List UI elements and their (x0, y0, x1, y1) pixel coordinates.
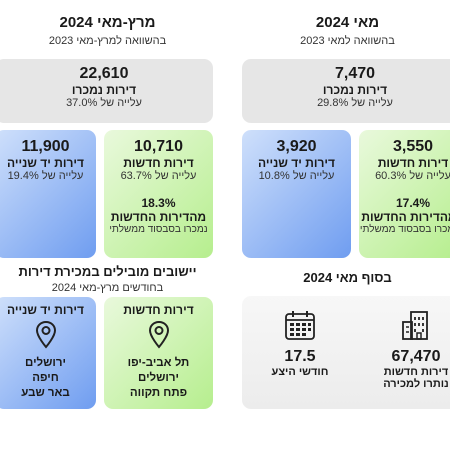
unsold-block: 67,470 דירות חדשות נותרו למכירה (376, 308, 450, 390)
leading-secondhand-card: דירות יד שנייה ירושלים חיפה באר שבע (0, 297, 96, 409)
unsold-label-2: נותרו למכירה (383, 378, 449, 390)
leading-new-city-3: פתח תקווה (129, 387, 188, 399)
leading-secondhand-title: דירות יד שנייה (7, 303, 84, 317)
left-new-card: 10,710 דירות חדשות עלייה של 63.7% 18.3% … (104, 130, 213, 258)
right-total-card: 7,470 דירות נמכרו עלייה של 29.8% (242, 59, 450, 123)
supply-block: 17.5 חודשי היצע (260, 308, 340, 378)
left-new-label: דירות חדשות (123, 156, 194, 170)
leading-new-card: דירות חדשות תל אביב-יפו ירושלים פתח תקוו… (104, 297, 213, 409)
left-new-share-label: מהדירות החדשות (110, 210, 207, 224)
right-new-card: 3,550 דירות חדשות עלייה של 60.3% 17.4% מ… (359, 130, 450, 258)
left-new-share-note: נמכרו בסבסוד ממשלתי (109, 224, 208, 235)
right-secondhand-card: 3,920 דירות יד שנייה עלייה של 10.8% (242, 130, 351, 258)
right-secondhand-change: עלייה של 10.8% (258, 170, 335, 182)
leading-secondhand-city-1: ירושלים (25, 357, 66, 369)
left-secondhand-card: 11,900 דירות יד שנייה עלייה של 19.4% (0, 130, 96, 258)
supply-label: חודשי היצע (271, 366, 329, 378)
left-new-value: 10,710 (134, 138, 183, 155)
left-total-label: דירות נמכרו (71, 83, 137, 97)
leading-cities-title: יישובים מובילים במכירת דירות (18, 264, 197, 279)
left-new-share: 18.3% (141, 196, 176, 210)
right-new-value: 3,550 (392, 138, 434, 155)
left-total-change: עלייה של 37.0% (66, 97, 142, 109)
right-new-share: 17.4% (395, 196, 431, 210)
left-total-card: 22,610 דירות נמכרו עלייה של 37.0% (0, 59, 213, 123)
leading-secondhand-city-3: באר שבע (21, 387, 70, 399)
right-new-share-label: מהדירות החדשות (361, 210, 450, 224)
right-new-label: דירות חדשות (377, 156, 449, 170)
supply-value: 17.5 (284, 348, 316, 365)
end-of-may-card: 67,470 דירות חדשות נותרו למכירה 17.5 חוד… (242, 296, 450, 409)
right-new-change: עלייה של 60.3% (375, 170, 450, 182)
right-total-change: עלייה של 29.8% (317, 97, 393, 109)
map-pin-icon (35, 320, 56, 349)
right-total-label: דירות נמכרו (322, 83, 388, 97)
unsold-value: 67,470 (391, 348, 441, 365)
building-icon (402, 311, 428, 340)
left-title: מרץ-מאי 2024 (59, 14, 156, 31)
right-total-value: 7,470 (334, 65, 376, 82)
right-subtitle: בהשוואה למאי 2023 (300, 35, 395, 47)
left-new-change: עלייה של 63.7% (120, 170, 197, 182)
right-secondhand-value: 3,920 (276, 138, 317, 155)
end-of-may-title: בסוף מאי 2024 (303, 270, 392, 285)
left-secondhand-change: עלייה של 19.4% (7, 170, 84, 182)
left-subtitle: בהשוואה למרץ-מאי 2023 (48, 35, 167, 47)
right-title: מאי 2024 (315, 14, 380, 31)
right-secondhand-label: דירות יד שנייה (258, 156, 335, 170)
leading-new-city-1: תל אביב-יפו (127, 357, 190, 369)
leading-new-city-2: ירושלים (138, 372, 179, 384)
leading-secondhand-city-2: חיפה (32, 372, 59, 384)
calendar-icon (285, 311, 315, 340)
map-pin-icon (148, 320, 169, 349)
unsold-label-1: דירות חדשות (383, 366, 449, 378)
leading-cities-subtitle: בחודשים מרץ-מאי 2024 (51, 282, 164, 294)
left-secondhand-label: דירות יד שנייה (7, 156, 84, 170)
left-total-value: 22,610 (79, 65, 129, 82)
right-new-share-note: נמכרו בסבסוד ממשלתי (359, 224, 450, 235)
leading-new-title: דירות חדשות (123, 303, 194, 317)
left-secondhand-value: 11,900 (21, 138, 70, 155)
